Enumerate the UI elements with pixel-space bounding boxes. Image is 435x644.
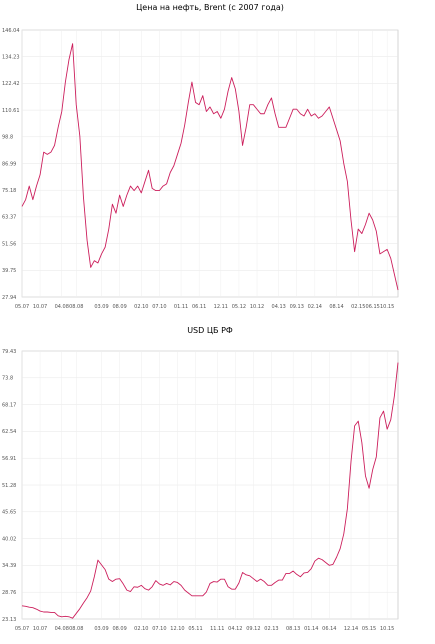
- y-tick-label: 75.18: [2, 188, 16, 194]
- y-tick-label: 39.75: [2, 268, 16, 274]
- x-tick-label: 10.12: [250, 304, 264, 310]
- y-tick-label: 73.8: [2, 376, 13, 382]
- x-tick-label: 10.07: [33, 626, 47, 632]
- x-tick-label: 05.11: [188, 626, 202, 632]
- x-tick-label: 02.13: [264, 626, 278, 632]
- chart-title: USD ЦБ РФ: [187, 326, 233, 335]
- line: [21, 362, 399, 619]
- x-tick-label: 06.11: [192, 304, 206, 310]
- x-tick-label: 02.10: [134, 626, 148, 632]
- y-tick-label: 40.02: [2, 536, 16, 542]
- x-tick-label: 04.12: [228, 626, 242, 632]
- x-tick-label: 06.14: [322, 626, 336, 632]
- x-tick-label: 12.11: [214, 304, 228, 310]
- x-tick-label: 05.07: [15, 304, 29, 310]
- x-tick-label: 12.10: [170, 626, 184, 632]
- y-tick-label: 134.23: [2, 55, 20, 61]
- y-tick-label: 62.54: [2, 429, 16, 435]
- x-tick-label: 08.14: [329, 304, 343, 310]
- y-tick-label: 63.37: [2, 215, 16, 221]
- x-tick-label: 10.15: [380, 304, 394, 310]
- x-tick-label: 02.14: [308, 304, 322, 310]
- x-tick-label: 02.15: [351, 304, 365, 310]
- x-tick-label: 04.08: [55, 304, 69, 310]
- y-tick-label: 28.76: [2, 590, 16, 596]
- y-tick-label: 51.28: [2, 483, 16, 489]
- x-tick-label: 04.13: [272, 304, 286, 310]
- x-tick-label: 03.09: [94, 304, 108, 310]
- line: [21, 43, 399, 291]
- x-tick-label: 05.15: [362, 626, 376, 632]
- y-tick-label: 34.39: [2, 563, 16, 569]
- x-tick-label: 05.12: [232, 304, 246, 310]
- y-tick-label: 122.42: [2, 81, 20, 87]
- x-tick-label: 08.08: [69, 626, 83, 632]
- x-tick-label: 01.14: [304, 626, 318, 632]
- x-tick-label: 04.08: [55, 626, 69, 632]
- x-tick-label: 07.10: [152, 304, 166, 310]
- x-tick-label: 08.09: [112, 626, 126, 632]
- x-tick-label: 06.15: [366, 304, 380, 310]
- chart-title: Цена на нефть, Brent (с 2007 года): [136, 3, 284, 12]
- y-tick-label: 51.56: [2, 241, 16, 247]
- x-tick-label: 10.15: [380, 626, 394, 632]
- y-tick-label: 68.17: [2, 402, 16, 408]
- y-tick-label: 45.65: [2, 510, 16, 516]
- x-tick-label: 08.08: [69, 304, 83, 310]
- x-tick-label: 12.14: [344, 626, 358, 632]
- x-tick-label: 09.13: [290, 304, 304, 310]
- y-tick-label: 23.13: [2, 617, 16, 623]
- x-tick-label: 05.07: [15, 626, 29, 632]
- y-tick-label: 98.8: [2, 135, 13, 141]
- y-tick-label: 110.61: [2, 108, 20, 114]
- y-tick-label: 86.99: [2, 161, 16, 167]
- y-tick-label: 79.43: [2, 349, 16, 355]
- x-tick-label: 02.10: [134, 304, 148, 310]
- x-tick-label: 08.13: [286, 626, 300, 632]
- x-tick-label: 10.07: [33, 304, 47, 310]
- y-tick-label: 27.94: [2, 295, 16, 301]
- y-tick-label: 56.91: [2, 456, 16, 462]
- y-tick-label: 146.04: [2, 28, 20, 34]
- x-tick-label: 11.11: [210, 626, 224, 632]
- x-tick-label: 03.09: [94, 626, 108, 632]
- x-tick-label: 08.09: [112, 304, 126, 310]
- x-tick-label: 09.12: [246, 626, 260, 632]
- x-tick-label: 07.10: [152, 626, 166, 632]
- x-tick-label: 01.11: [174, 304, 188, 310]
